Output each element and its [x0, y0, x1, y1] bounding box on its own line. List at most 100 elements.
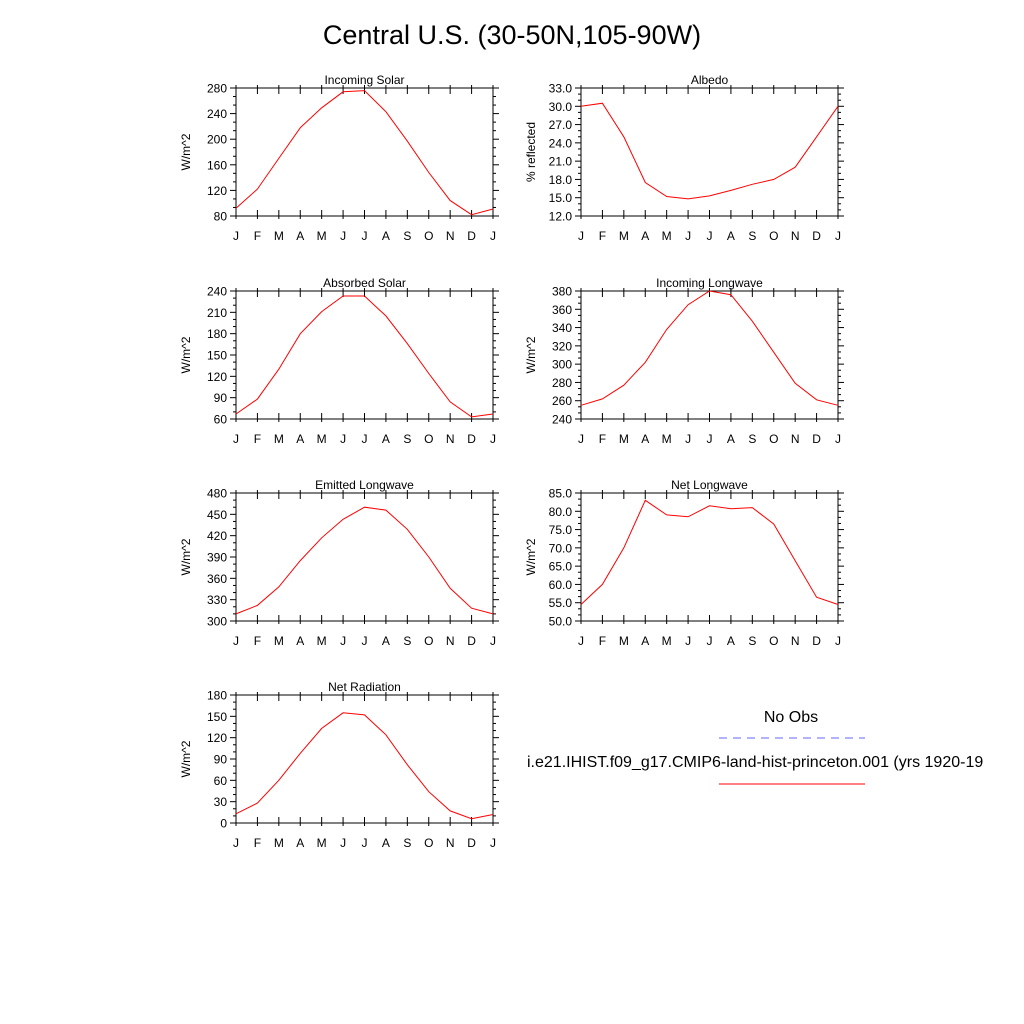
- x-tick-label: J: [233, 229, 239, 243]
- x-tick-label: A: [296, 229, 304, 243]
- y-tick-label: 120: [207, 370, 227, 384]
- x-tick-label: J: [490, 634, 496, 648]
- y-tick-label: 50.0: [549, 615, 573, 629]
- y-tick-label: 150: [207, 710, 227, 724]
- x-tick-label: A: [641, 229, 649, 243]
- x-tick-label: J: [578, 432, 584, 446]
- y-tick-label: 240: [207, 285, 227, 299]
- legend: No Obs i.e21.IHIST.f09_g17.CMIP6-land-hi…: [527, 709, 983, 785]
- y-tick-label: 280: [207, 82, 227, 96]
- y-tick-label: 90: [214, 391, 228, 405]
- x-tick-label: J: [707, 634, 713, 648]
- series-line: [235, 712, 494, 820]
- y-tick-label: 60: [214, 774, 228, 788]
- legend-model-label: i.e21.IHIST.f09_g17.CMIP6-land-hist-prin…: [527, 754, 983, 771]
- y-tick-label: 30.0: [549, 100, 573, 114]
- x-tick-label: A: [641, 634, 649, 648]
- x-tick-label: S: [403, 432, 411, 446]
- x-tick-label: O: [424, 634, 433, 648]
- x-tick-label: O: [769, 432, 778, 446]
- plot-frame: [580, 290, 839, 420]
- y-axis-label: W/m^2: [179, 740, 193, 777]
- x-tick-label: N: [446, 836, 455, 850]
- x-tick-label: A: [382, 836, 390, 850]
- y-tick-label: 160: [207, 158, 227, 172]
- series-line: [580, 102, 839, 200]
- series-line: [235, 506, 494, 615]
- y-tick-label: 21.0: [549, 155, 573, 169]
- y-tick-label: 260: [552, 394, 572, 408]
- y-axis-label: W/m^2: [524, 538, 538, 575]
- x-tick-label: S: [403, 836, 411, 850]
- x-tick-label: N: [446, 634, 455, 648]
- chart-title: Net Radiation: [328, 680, 401, 694]
- y-tick-label: 390: [207, 551, 227, 565]
- x-tick-label: M: [317, 432, 327, 446]
- x-tick-label: D: [467, 229, 476, 243]
- chart-title: Absorbed Solar: [323, 276, 406, 290]
- x-tick-label: A: [296, 634, 304, 648]
- x-tick-label: D: [812, 432, 821, 446]
- x-tick-label: M: [317, 634, 327, 648]
- y-tick-label: 420: [207, 529, 227, 543]
- x-tick-label: O: [769, 229, 778, 243]
- x-tick-label: J: [578, 229, 584, 243]
- x-tick-label: J: [835, 432, 841, 446]
- x-tick-label: A: [382, 229, 390, 243]
- y-tick-label: 27.0: [549, 118, 573, 132]
- x-tick-label: F: [254, 229, 261, 243]
- x-tick-label: S: [748, 432, 756, 446]
- y-tick-label: 240: [552, 413, 572, 427]
- y-tick-label: 360: [552, 303, 572, 317]
- x-tick-label: F: [599, 634, 606, 648]
- x-tick-label: J: [340, 836, 346, 850]
- x-tick-label: A: [641, 432, 649, 446]
- x-tick-label: M: [662, 229, 672, 243]
- x-tick-label: J: [362, 634, 368, 648]
- chart-title: Incoming Longwave: [656, 276, 763, 290]
- x-tick-label: M: [274, 836, 284, 850]
- y-tick-label: 55.0: [549, 596, 573, 610]
- y-tick-label: 80.0: [549, 505, 573, 519]
- chart-title: Emitted Longwave: [315, 478, 414, 492]
- x-tick-label: S: [748, 229, 756, 243]
- y-tick-label: 450: [207, 508, 227, 522]
- x-tick-label: J: [707, 229, 713, 243]
- x-tick-label: J: [707, 432, 713, 446]
- page-title: Central U.S. (30-50N,105-90W): [322, 20, 702, 50]
- x-tick-label: J: [362, 229, 368, 243]
- y-tick-label: 340: [552, 321, 572, 335]
- y-tick-label: 33.0: [549, 82, 573, 96]
- x-tick-label: D: [467, 836, 476, 850]
- y-tick-label: 18.0: [549, 173, 573, 187]
- series-line: [580, 290, 839, 406]
- x-tick-label: J: [685, 229, 691, 243]
- x-tick-label: M: [619, 432, 629, 446]
- y-axis-label: W/m^2: [179, 538, 193, 575]
- y-tick-label: 320: [552, 339, 572, 353]
- x-tick-label: O: [424, 229, 433, 243]
- y-tick-label: 240: [207, 107, 227, 121]
- chart-title: Incoming Solar: [324, 73, 404, 87]
- y-axis-label: W/m^2: [179, 336, 193, 373]
- x-tick-label: J: [340, 634, 346, 648]
- x-tick-label: J: [685, 432, 691, 446]
- x-tick-label: J: [340, 432, 346, 446]
- x-tick-label: J: [578, 634, 584, 648]
- x-tick-label: J: [835, 229, 841, 243]
- x-tick-label: D: [467, 634, 476, 648]
- y-tick-label: 210: [207, 306, 227, 320]
- y-tick-label: 280: [552, 376, 572, 390]
- y-tick-label: 200: [207, 133, 227, 147]
- y-axis-label: % reflected: [524, 122, 538, 182]
- x-tick-label: A: [727, 229, 735, 243]
- x-tick-label: N: [446, 432, 455, 446]
- x-tick-label: J: [233, 634, 239, 648]
